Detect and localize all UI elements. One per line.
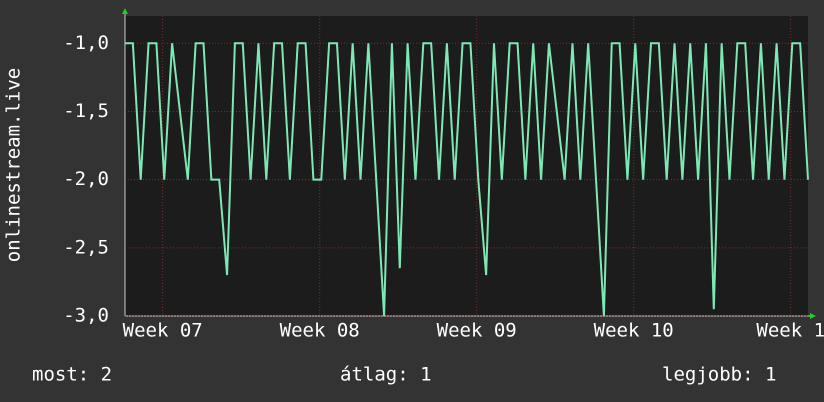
x-arrow	[810, 313, 816, 319]
plot-area	[125, 16, 808, 316]
y-tick-label: -1,5	[63, 100, 109, 122]
series-line	[125, 42, 809, 317]
y-tick-label: -3,0	[63, 305, 109, 327]
x-tick-label: Week 08	[280, 320, 360, 342]
y-tick-label: -2,5	[63, 236, 109, 258]
x-tick-label: Week 09	[437, 320, 517, 342]
x-tick-label: Week 07	[123, 320, 203, 342]
x-tick-label: Week 1	[756, 320, 824, 342]
legend-average: átlag: 1	[340, 364, 432, 386]
legend-current: most: 2	[32, 364, 112, 386]
y-tick-label: -1,0	[63, 32, 109, 54]
y-tick-label: -2,0	[63, 168, 109, 190]
y-axis-label: onlinestream.live	[3, 68, 25, 262]
y-arrow	[122, 8, 128, 14]
legend-best: legjobb: 1	[662, 364, 776, 386]
x-tick-label: Week 10	[594, 320, 674, 342]
